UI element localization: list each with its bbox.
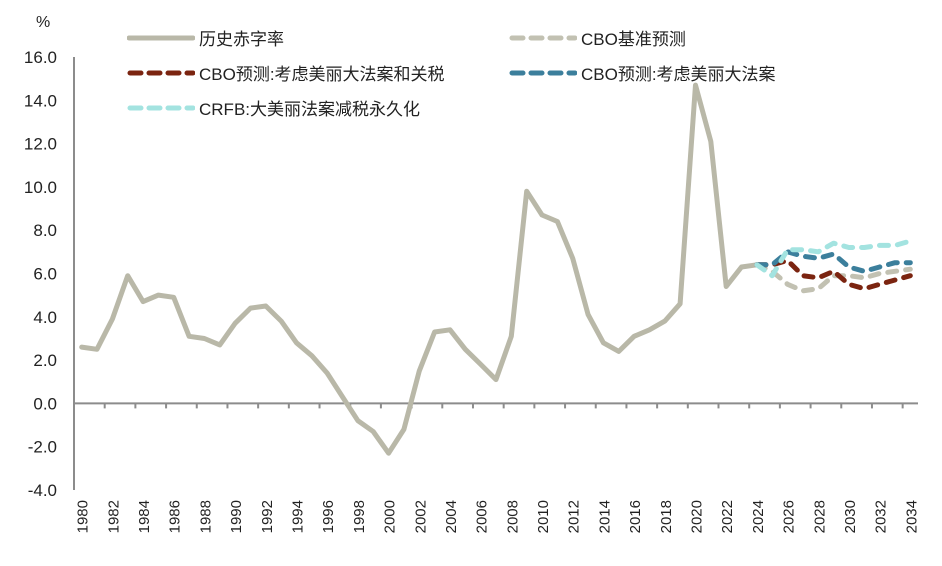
y-tick-label: 10.0 bbox=[24, 178, 57, 197]
x-tick-label: 2006 bbox=[474, 500, 491, 533]
y-tick-label: 2.0 bbox=[33, 351, 57, 370]
x-tick-label: 1996 bbox=[320, 500, 337, 533]
y-tick-label: 16.0 bbox=[24, 48, 57, 67]
x-tick-label: 1988 bbox=[197, 500, 214, 533]
x-tick-label: 2014 bbox=[596, 500, 613, 533]
y-axis-unit-label: % bbox=[36, 14, 51, 31]
x-tick-label: 2024 bbox=[750, 500, 767, 533]
x-tick-label: 1980 bbox=[75, 500, 92, 533]
y-tick-label: 0.0 bbox=[33, 394, 57, 413]
legend-swatch-solid-icon bbox=[127, 35, 195, 40]
legend-item-historical: 历史赤字率 bbox=[127, 25, 284, 50]
x-tick-label: 1998 bbox=[351, 500, 368, 533]
x-tick-label: 2000 bbox=[382, 500, 399, 533]
x-tick-label: 1992 bbox=[259, 500, 276, 533]
legend-label: CRFB:大美丽法案减税永久化 bbox=[199, 100, 420, 119]
x-tick-label: 2008 bbox=[504, 500, 521, 533]
series-line-4 bbox=[754, 238, 913, 279]
x-tick-label: 2010 bbox=[535, 500, 552, 533]
y-tick-label: 6.0 bbox=[33, 265, 57, 284]
x-tick-label: 1982 bbox=[105, 500, 122, 533]
y-tick-label: -4.0 bbox=[28, 481, 57, 500]
series-line-1 bbox=[754, 262, 913, 294]
legend-swatch-dashed-icon bbox=[127, 70, 195, 75]
legend-label: CBO预测:考虑美丽大法案和关税 bbox=[199, 65, 445, 84]
legend-label: CBO基准预测 bbox=[581, 30, 686, 49]
x-tick-label: 2002 bbox=[412, 500, 429, 533]
x-tick-label: 2026 bbox=[781, 500, 798, 533]
x-tick-label: 2032 bbox=[873, 500, 890, 533]
legend-label: 历史赤字率 bbox=[199, 30, 284, 49]
series-line-0 bbox=[79, 82, 760, 456]
y-tick-label: 8.0 bbox=[33, 221, 57, 240]
legend-swatch-dashed-icon bbox=[509, 35, 577, 40]
x-tick-label: 2022 bbox=[719, 500, 736, 533]
legend-label: CBO预测:考虑美丽大法案 bbox=[581, 65, 776, 84]
legend-item-crfb-permanent: CRFB:大美丽法案减税永久化 bbox=[127, 95, 420, 120]
y-tick-label: -2.0 bbox=[28, 438, 57, 457]
legend-swatch-dashed-icon bbox=[127, 105, 195, 110]
x-tick-label: 1994 bbox=[290, 500, 307, 533]
x-tick-label: 2030 bbox=[842, 500, 859, 533]
x-tick-label: 2028 bbox=[811, 500, 828, 533]
y-tick-label: 14.0 bbox=[24, 91, 57, 110]
x-tick-label: 1986 bbox=[167, 500, 184, 533]
y-tick-label: 12.0 bbox=[24, 135, 57, 154]
x-tick-label: 1990 bbox=[228, 500, 245, 533]
legend-item-cbo-obbba-tariffs: CBO预测:考虑美丽大法案和关税 bbox=[127, 60, 445, 85]
legend-item-cbo-obbba: CBO预测:考虑美丽大法案 bbox=[509, 60, 776, 85]
x-tick-label: 2020 bbox=[688, 500, 705, 533]
x-tick-label: 2034 bbox=[903, 500, 920, 533]
x-tick-label: 2018 bbox=[658, 500, 675, 533]
legend-swatch-dashed-icon bbox=[509, 70, 577, 75]
x-tick-label: 2016 bbox=[627, 500, 644, 533]
x-tick-label: 1984 bbox=[136, 500, 153, 533]
x-tick-label: 2012 bbox=[566, 500, 583, 533]
y-tick-label: 4.0 bbox=[33, 308, 57, 327]
x-tick-label: 2004 bbox=[443, 500, 460, 533]
legend-item-cbo-baseline: CBO基准预测 bbox=[509, 25, 686, 50]
